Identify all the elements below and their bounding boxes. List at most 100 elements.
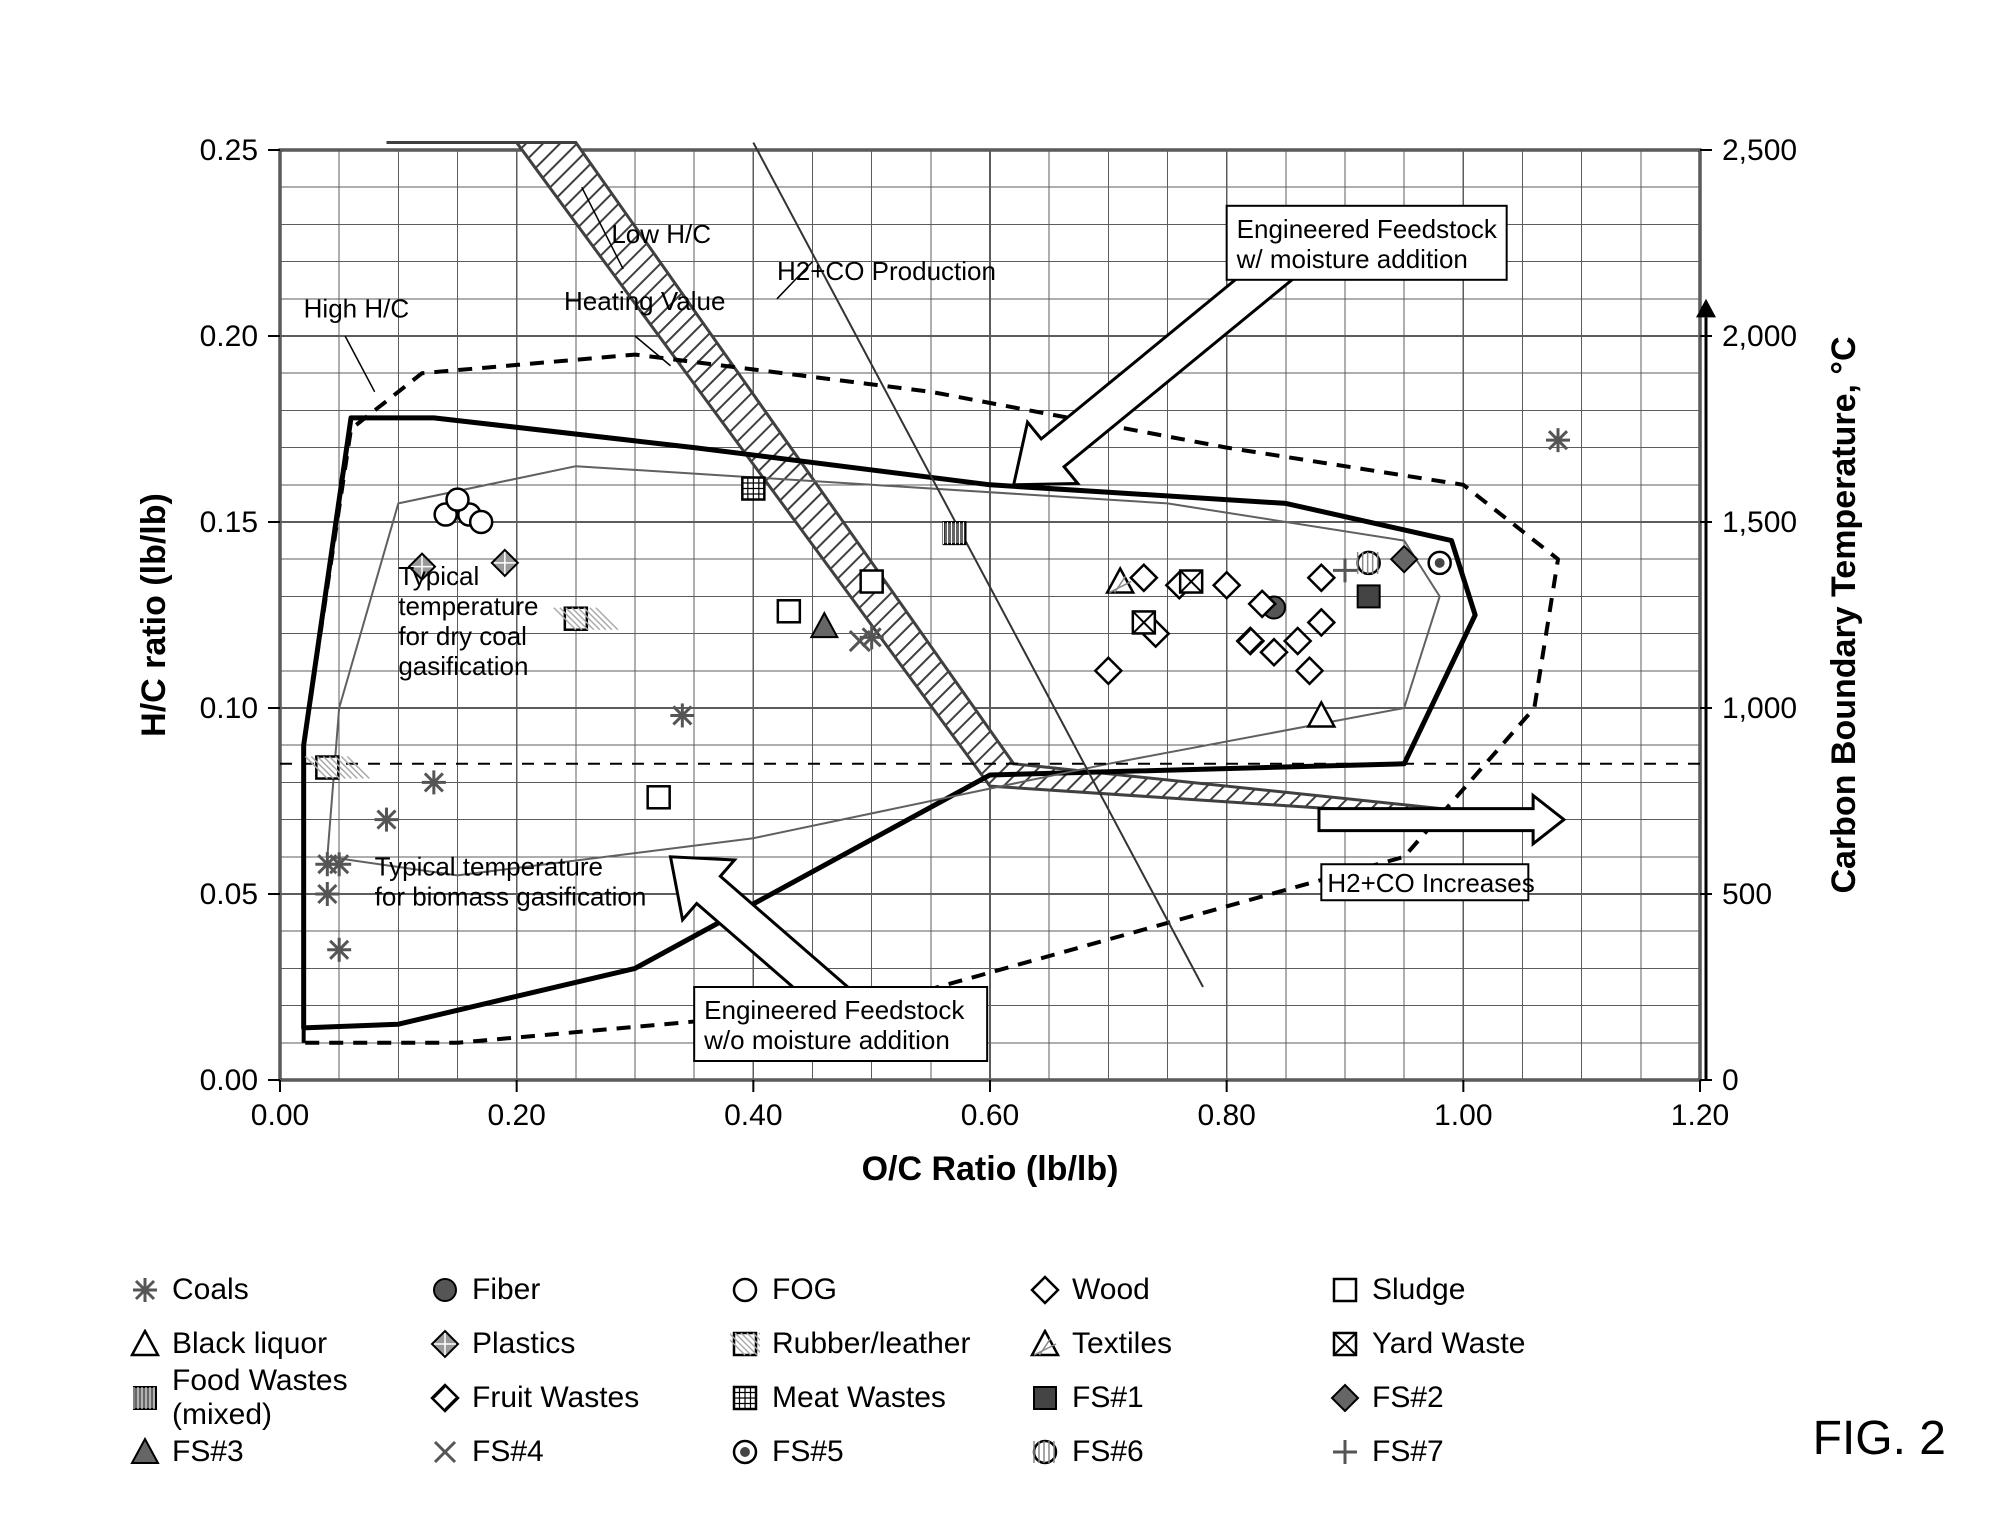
legend-item-fruit_wastes: Fruit Wastes (430, 1373, 730, 1423)
fs2-marker-icon (1330, 1383, 1360, 1413)
legend-label: FS#1 (1072, 1381, 1144, 1415)
plastics-marker-icon (430, 1329, 460, 1359)
svg-text:1,000: 1,000 (1722, 692, 1797, 725)
legend-label: Yard Waste (1372, 1327, 1525, 1361)
svg-text:2,500: 2,500 (1722, 134, 1797, 167)
data-point (742, 478, 764, 500)
legend-label: Meat Wastes (772, 1381, 946, 1415)
svg-text:500: 500 (1722, 878, 1772, 911)
data-point (861, 571, 883, 593)
textiles-marker-icon (1030, 1329, 1060, 1359)
svg-text:Low H/C: Low H/C (611, 219, 711, 249)
black_liquor-marker-icon (130, 1329, 160, 1359)
fs4-marker-icon (430, 1437, 460, 1467)
legend-label: Black liquor (172, 1327, 327, 1361)
svg-text:Carbon Boundary Temperature, °: Carbon Boundary Temperature, °C (1825, 336, 1863, 893)
scatter-chart: 0.00 0.20 0.40 0.60 0.80 1.00 1.20 O/C Ratio (l… (100, 110, 1880, 1240)
svg-text:2,000: 2,000 (1722, 320, 1797, 353)
figure-page: 0.00 0.20 0.40 0.60 0.80 1.00 1.20 O/C Ratio (l… (0, 0, 2006, 1521)
rubber-marker-icon (730, 1329, 760, 1359)
legend-label: FS#5 (772, 1435, 844, 1469)
svg-text:High H/C: High H/C (304, 293, 409, 323)
chart-legend: CoalsFiberFOGWoodSludgeBlack liquorPlast… (130, 1265, 1630, 1477)
fs1-marker-icon (1030, 1383, 1060, 1413)
legend-label: Fruit Wastes (472, 1381, 639, 1415)
legend-label: Wood (1072, 1273, 1150, 1307)
svg-text:0.00: 0.00 (200, 1064, 258, 1097)
legend-label: Textiles (1072, 1327, 1172, 1361)
data-point (648, 786, 670, 808)
fs5-marker-icon (730, 1437, 760, 1467)
data-point (375, 808, 399, 832)
sludge-marker-icon (1330, 1275, 1360, 1305)
legend-item-food_wastes: Food Wastes (mixed) (130, 1373, 430, 1423)
food_wastes-marker-icon (130, 1383, 160, 1413)
svg-text:0.05: 0.05 (200, 878, 258, 911)
svg-text:Engineered Feedstockw/o moistu: Engineered Feedstockw/o moisture additio… (703, 995, 965, 1055)
legend-item-fs3: FS#3 (130, 1427, 430, 1477)
svg-text:0.15: 0.15 (200, 506, 258, 539)
legend-item-fs7: FS#7 (1330, 1427, 1630, 1477)
svg-text:1.00: 1.00 (1434, 1099, 1492, 1132)
legend-label: FOG (772, 1273, 837, 1307)
svg-text:0.40: 0.40 (724, 1099, 782, 1132)
svg-text:0.20: 0.20 (200, 320, 258, 353)
svg-text:0.60: 0.60 (961, 1099, 1019, 1132)
svg-text:0.80: 0.80 (1197, 1099, 1255, 1132)
data-point (1133, 611, 1155, 633)
legend-label: Rubber/leather (772, 1327, 970, 1361)
svg-text:0.10: 0.10 (200, 692, 258, 725)
fruit_wastes-marker-icon (430, 1383, 460, 1413)
meat_wastes-marker-icon (730, 1383, 760, 1413)
data-point (944, 522, 966, 544)
svg-text:0.20: 0.20 (487, 1099, 545, 1132)
wood-marker-icon (1030, 1275, 1060, 1305)
data-point (778, 600, 800, 622)
data-point (447, 489, 469, 511)
legend-label: Fiber (472, 1273, 540, 1307)
legend-item-fs2: FS#2 (1330, 1373, 1630, 1423)
data-point (1429, 552, 1451, 574)
svg-text:O/C Ratio (lb/lb): O/C Ratio (lb/lb) (862, 1150, 1119, 1188)
svg-text:0.00: 0.00 (251, 1099, 309, 1132)
legend-item-textiles: Textiles (1030, 1319, 1330, 1369)
legend-item-fs4: FS#4 (430, 1427, 730, 1477)
data-point (327, 852, 351, 876)
legend-item-fs1: FS#1 (1030, 1373, 1330, 1423)
chart-container: 0.00 0.20 0.40 0.60 0.80 1.00 1.20 O/C Ratio (l… (100, 110, 1880, 1245)
data-point (422, 770, 446, 794)
data-point (470, 511, 492, 533)
data-point (315, 882, 339, 906)
figure-label: FIG. 2 (1813, 1411, 1946, 1466)
coals-marker-icon (130, 1275, 160, 1305)
legend-label: Food Wastes (mixed) (172, 1364, 430, 1432)
svg-text:Heating Value: Heating Value (564, 286, 725, 316)
legend-item-black_liquor: Black liquor (130, 1319, 430, 1369)
svg-text:1.20: 1.20 (1671, 1099, 1729, 1132)
legend-label: Coals (172, 1273, 249, 1307)
yard_waste-marker-icon (1330, 1329, 1360, 1359)
legend-item-meat_wastes: Meat Wastes (730, 1373, 1030, 1423)
legend-label: FS#7 (1372, 1435, 1444, 1469)
legend-label: FS#4 (472, 1435, 544, 1469)
fiber-marker-icon (430, 1275, 460, 1305)
svg-text:H2+CO Production: H2+CO Production (777, 256, 996, 286)
legend-item-coals: Coals (130, 1265, 430, 1315)
legend-label: FS#3 (172, 1435, 244, 1469)
legend-item-fiber: Fiber (430, 1265, 730, 1315)
legend-item-plastics: Plastics (430, 1319, 730, 1369)
fog-marker-icon (730, 1275, 760, 1305)
legend-item-rubber: Rubber/leather (730, 1319, 1030, 1369)
data-point (1358, 552, 1380, 574)
data-point (1546, 428, 1570, 452)
data-point (1358, 585, 1380, 607)
fs6-marker-icon (1030, 1437, 1060, 1467)
legend-item-fs5: FS#5 (730, 1427, 1030, 1477)
data-point (327, 938, 351, 962)
fs7-marker-icon (1330, 1437, 1360, 1467)
svg-text:H/C ratio (lb/lb): H/C ratio (lb/lb) (135, 493, 173, 737)
svg-text:0.25: 0.25 (200, 134, 258, 167)
legend-item-wood: Wood (1030, 1265, 1330, 1315)
data-point (1180, 571, 1202, 593)
svg-text:Engineered Feedstockw/ moistur: Engineered Feedstockw/ moisture addition (1236, 214, 1498, 274)
